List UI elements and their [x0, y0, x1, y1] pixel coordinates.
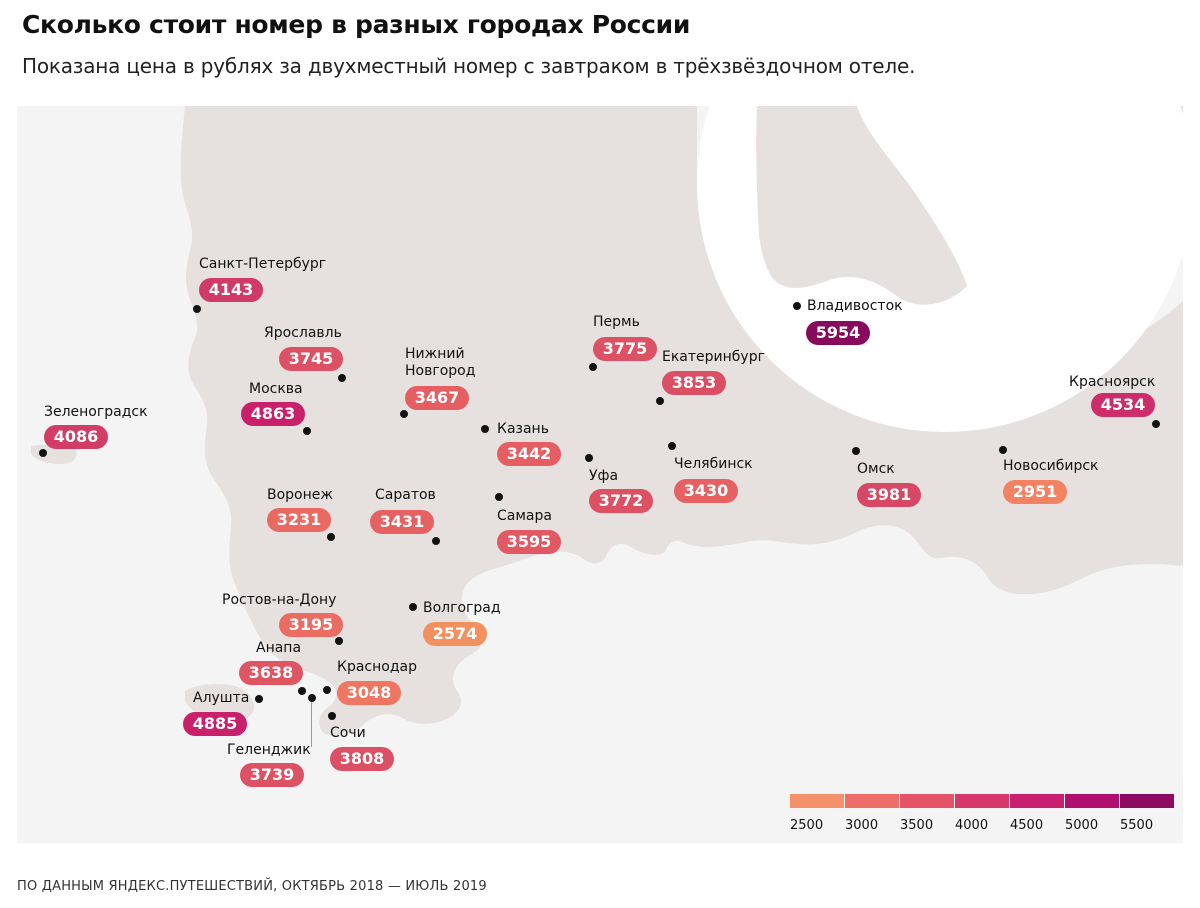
landmass — [180, 106, 1183, 736]
city-dot — [335, 637, 343, 645]
page-subtitle: Показана цена в рублях за двухместный но… — [22, 54, 916, 78]
city-price-badge: 3775 — [593, 337, 657, 361]
city-dot — [255, 695, 263, 703]
city-price-badge: 3808 — [330, 747, 394, 771]
city-name: Москва — [249, 381, 303, 397]
legend-tick: 3500 — [900, 818, 934, 833]
city-name: Владивосток — [807, 298, 903, 314]
city-name: Уфа — [589, 468, 619, 484]
city-dot — [338, 374, 346, 382]
city-name: Геленджик — [227, 742, 311, 758]
russia-map: Санкт-Петербург 4143 Ярославль 3745 Москва 48… — [17, 106, 1183, 843]
city-name: Сочи — [330, 725, 366, 741]
city-name: Екатеринбург — [662, 349, 765, 365]
city-name: Красноярск — [1069, 374, 1156, 390]
city-price-badge: 2574 — [423, 622, 487, 646]
city-name: Волгоград — [423, 600, 501, 616]
city-dot — [481, 425, 489, 433]
city-name: Казань — [497, 421, 549, 437]
city-dot — [409, 603, 417, 611]
city-price-badge: 4086 — [44, 425, 108, 449]
city-name: Воронеж — [267, 487, 334, 503]
city-price-badge: 3467 — [405, 386, 469, 410]
legend-swatch — [1010, 794, 1064, 808]
city-dot — [328, 712, 336, 720]
city-price-badge: 5954 — [806, 321, 870, 345]
city-dot — [400, 410, 408, 418]
legend-swatch — [1120, 794, 1174, 808]
city-price-badge: 3231 — [267, 508, 331, 532]
city-price-badge: 4143 — [199, 278, 263, 302]
city-dot — [793, 302, 801, 310]
city-name: Саратов — [375, 487, 436, 503]
city-name: Ярославль — [264, 325, 342, 341]
city-name: Санкт-Петербург — [199, 256, 327, 272]
city-price-badge: 3638 — [239, 661, 303, 685]
city-price-badge: 3431 — [370, 510, 434, 534]
city-dot — [193, 305, 201, 313]
city-price-badge: 3772 — [589, 489, 653, 513]
city-dot — [852, 447, 860, 455]
city-price-badge: 4885 — [183, 712, 247, 736]
legend-tick: 4000 — [955, 818, 989, 833]
city-dot — [656, 397, 664, 405]
city-dot — [668, 442, 676, 450]
city-dot — [585, 454, 593, 462]
city-price-badge: 2951 — [1003, 480, 1067, 504]
city-name: Краснодар — [337, 659, 417, 675]
legend-tick: 2500 — [790, 818, 824, 833]
city-price-badge: 3430 — [674, 479, 738, 503]
source-note: ПО ДАННЫМ ЯНДЕКС.ПУТЕШЕСТВИЙ, ОКТЯБРЬ 20… — [17, 879, 487, 894]
city-dot — [999, 446, 1007, 454]
city-name: Новосибирск — [1003, 458, 1099, 474]
city-name: Алушта — [193, 690, 250, 706]
city-price-badge: 3745 — [279, 347, 343, 371]
city-dot — [432, 537, 440, 545]
city-name: Нижний Новгород — [405, 346, 476, 379]
legend-swatch — [1065, 794, 1119, 808]
city-name: Омск — [857, 461, 895, 477]
city-name: Зеленоградск — [44, 404, 148, 420]
city-dot — [298, 687, 306, 695]
city-dot — [39, 449, 47, 457]
city-name: Челябинск — [674, 456, 753, 472]
city-price-badge: 3048 — [337, 681, 401, 705]
legend-swatch — [790, 794, 844, 808]
city-dot — [303, 427, 311, 435]
city-dot — [323, 686, 331, 694]
city-price-badge: 3981 — [857, 483, 921, 507]
legend-swatch — [845, 794, 899, 808]
legend-tick: 5000 — [1065, 818, 1099, 833]
city-price-badge: 3195 — [279, 613, 343, 637]
legend-tick: 3000 — [845, 818, 879, 833]
city-name: Анапа — [256, 640, 302, 656]
legend-swatch — [955, 794, 1009, 808]
inset-coast — [756, 106, 967, 305]
city-price-badge: 4534 — [1091, 393, 1155, 417]
city-price-badge: 3853 — [662, 371, 726, 395]
land-shapes — [31, 106, 1183, 736]
city-dot — [1152, 420, 1160, 428]
city-name: Пермь — [593, 314, 640, 330]
city-price-badge: 3595 — [497, 530, 561, 554]
city-dot — [495, 493, 503, 501]
city-dot — [308, 694, 316, 702]
legend-tick: 4500 — [1010, 818, 1044, 833]
city-dot — [589, 363, 597, 371]
city-name: Ростов-на-Дону — [222, 592, 337, 608]
city-dot — [327, 533, 335, 541]
page-title: Сколько стоит номер в разных городах Рос… — [22, 10, 691, 39]
legend-swatch — [900, 794, 954, 808]
legend-tick: 5500 — [1120, 818, 1154, 833]
city-price-badge: 4863 — [241, 402, 305, 426]
city-price-badge: 3442 — [497, 442, 561, 466]
city-name: Самара — [497, 508, 552, 524]
city-price-badge: 3739 — [240, 763, 304, 787]
leader-line — [311, 702, 312, 747]
